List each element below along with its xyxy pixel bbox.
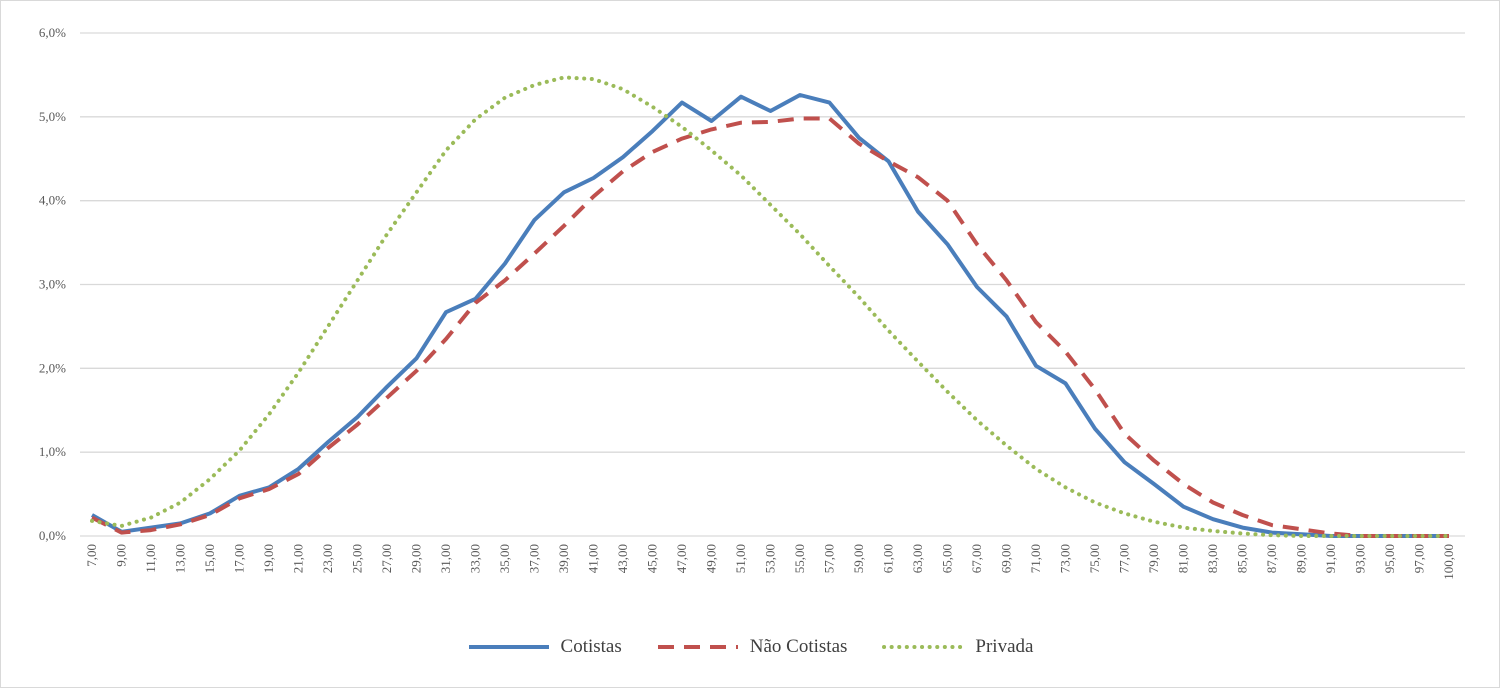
x-tick-label: 51,00: [733, 544, 748, 573]
series-line-n-o-cotistas: [91, 116, 1449, 538]
x-tick-label: 97,00: [1412, 544, 1427, 573]
y-tick-label: 0,0%: [39, 528, 66, 543]
legend-item-privada: Privada: [881, 636, 1033, 658]
x-tick-label: 25,00: [350, 544, 365, 573]
legend-item-cotistas: Cotistas: [467, 636, 622, 658]
y-tick-label: 1,0%: [39, 444, 66, 459]
y-tick-label: 3,0%: [39, 277, 66, 292]
x-tick-label: 9,00: [114, 544, 129, 567]
x-tick-label: 55,00: [792, 544, 807, 573]
x-tick-label: 17,00: [232, 544, 247, 573]
x-tick-label: 33,00: [468, 544, 483, 573]
y-tick-label: 6,0%: [39, 25, 66, 40]
x-tick-label: 49,00: [704, 544, 719, 573]
x-tick-label: 15,00: [202, 544, 217, 573]
series-line-cotistas: [91, 93, 1449, 538]
x-tick-label: 79,00: [1146, 544, 1161, 573]
x-tick-label: 83,00: [1205, 544, 1220, 573]
x-tick-label: 35,00: [497, 544, 512, 573]
legend-item-nao-cotistas: Não Cotistas: [656, 636, 848, 658]
x-tick-label: 11,00: [143, 544, 158, 573]
line-chart: 0,0% 1,0% 2,0% 3,0% 4,0% 5,0% 6,0% 7,00 9,00 11,0…: [39, 25, 1465, 580]
legend-label: Privada: [975, 636, 1034, 657]
y-tick-label: 5,0%: [39, 109, 66, 124]
legend-label: Cotistas: [560, 636, 622, 657]
x-tick-label: 89,00: [1294, 544, 1309, 573]
legend-swatch-dashed: [657, 645, 738, 649]
x-tick-label: 45,00: [645, 544, 660, 573]
x-tick-label: 47,00: [674, 544, 689, 573]
x-tick-label: 73,00: [1058, 544, 1073, 573]
x-tick-label: 53,00: [763, 544, 778, 573]
x-tick-label: 65,00: [940, 544, 955, 573]
series-line-privada: [90, 75, 1451, 538]
legend-swatch-dotted: [882, 645, 966, 649]
x-tick-label: 85,00: [1235, 544, 1250, 573]
x-tick-label: 7,00: [84, 544, 99, 567]
x-tick-label: 77,00: [1117, 544, 1132, 573]
x-tick-label: 67,00: [969, 544, 984, 573]
x-tick-label: 57,00: [822, 544, 837, 573]
x-tick-label: 87,00: [1264, 544, 1279, 573]
x-tick-label: 93,00: [1353, 544, 1368, 573]
x-tick-label: 63,00: [910, 544, 925, 573]
x-tick-label: 91,00: [1323, 544, 1338, 573]
x-tick-label: 100,00: [1441, 544, 1456, 580]
x-tick-label: 95,00: [1382, 544, 1397, 573]
y-tick-label: 4,0%: [39, 193, 66, 208]
x-tick-label: 21,00: [291, 544, 306, 573]
x-tick-label: 27,00: [379, 544, 394, 573]
x-tick-label: 19,00: [261, 544, 276, 573]
x-tick-label: 37,00: [527, 544, 542, 573]
x-tick-label: 23,00: [320, 544, 335, 573]
x-tick-label: 61,00: [881, 544, 896, 573]
x-tick-label: 43,00: [615, 544, 630, 573]
legend-label: Não Cotistas: [749, 636, 848, 657]
x-tick-label: 39,00: [556, 544, 571, 573]
x-tick-label: 41,00: [586, 544, 601, 573]
x-tick-label: 75,00: [1087, 544, 1102, 573]
x-tick-label: 31,00: [438, 544, 453, 573]
legend: Cotistas Não Cotistas Privada: [0, 636, 1500, 658]
y-tick-label: 2,0%: [39, 360, 66, 375]
x-tick-label: 81,00: [1176, 544, 1191, 573]
x-tick-label: 13,00: [173, 544, 188, 573]
x-tick-label: 69,00: [999, 544, 1014, 573]
x-tick-label: 59,00: [851, 544, 866, 573]
legend-swatch-solid: [468, 645, 549, 649]
x-tick-label: 29,00: [409, 544, 424, 573]
x-tick-label: 71,00: [1028, 544, 1043, 573]
